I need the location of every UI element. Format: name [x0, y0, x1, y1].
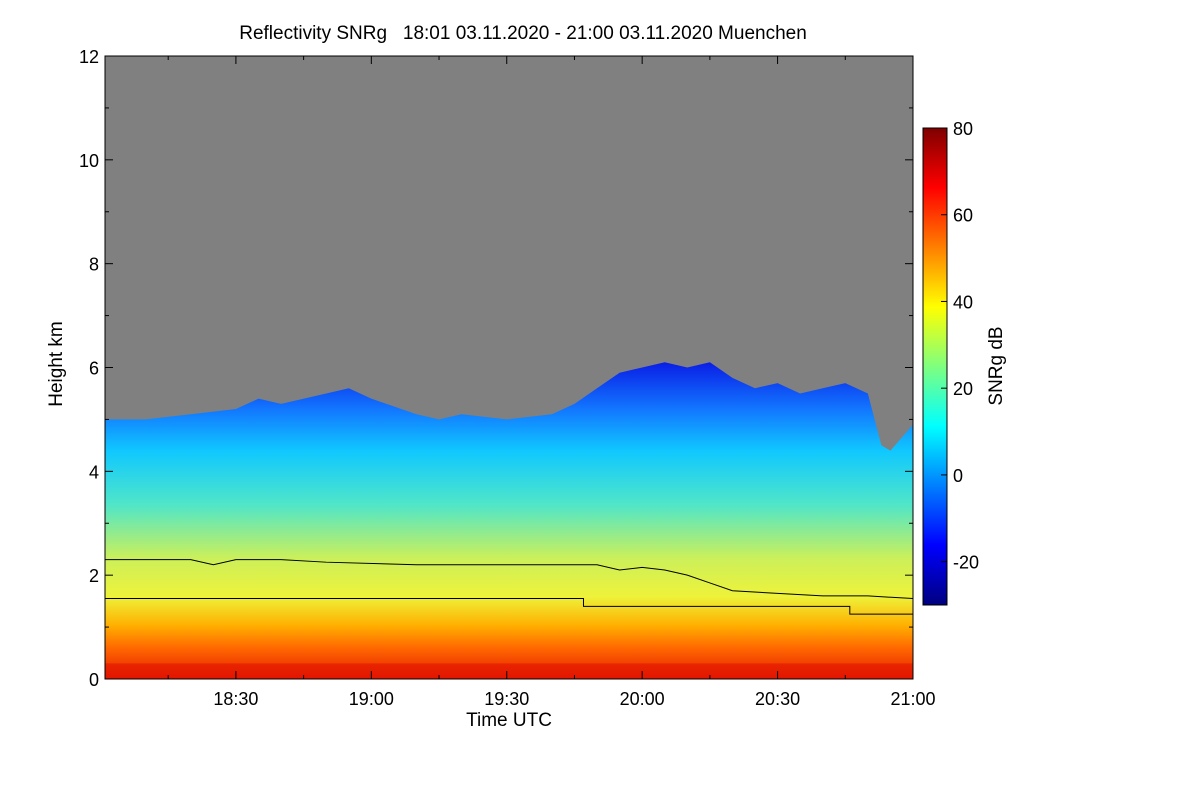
- x-tick-label: 18:30: [213, 689, 258, 709]
- y-axis: 0 2 4 6 8 10 12: [79, 47, 913, 690]
- colorbar-axis: -20 0 20 40 60 80: [941, 119, 979, 573]
- y-axis-label: Height km: [46, 321, 67, 407]
- y-tick-label: 2: [89, 566, 99, 586]
- colorbar: -20 0 20 40 60 80 SNRg dB: [922, 119, 1007, 606]
- x-axis: 18:30 19:00 19:30 20:00 20:30 21:00: [167, 56, 936, 709]
- y-tick-label: 6: [89, 359, 99, 379]
- x-tick-label: 20:00: [620, 689, 665, 709]
- colorbar-tick-label: 40: [953, 292, 973, 312]
- colorbar-tick-label: 20: [953, 379, 973, 399]
- y-tick-label: 10: [79, 151, 99, 171]
- colorbar-tick-label: 60: [953, 206, 973, 226]
- y-tick-label: 4: [89, 462, 99, 482]
- lower-line-series: [105, 598, 913, 615]
- y-tick-label: 8: [89, 255, 99, 275]
- plot-area: [104, 55, 914, 680]
- colorbar-tick-label: 80: [953, 119, 973, 139]
- x-tick-label: 21:00: [890, 689, 935, 709]
- x-axis-label: Time UTC: [466, 710, 552, 731]
- colorbar-label: SNRg dB: [986, 326, 1007, 405]
- x-tick-label: 19:00: [349, 689, 394, 709]
- y-tick-label: 12: [79, 47, 99, 67]
- x-tick-label: 20:30: [755, 689, 800, 709]
- colorbar-tick-label: -20: [953, 553, 979, 573]
- x-tick-label: 19:30: [484, 689, 529, 709]
- colorbar-tick-label: 0: [953, 466, 963, 486]
- reflectivity-echo-area: [105, 362, 913, 679]
- near-surface-strong-echo: [105, 663, 913, 679]
- colorbar-gradient: [922, 127, 948, 606]
- chart-title: Reflectivity SNRg 18:01 03.11.2020 - 21:…: [239, 23, 807, 44]
- y-tick-label: 0: [89, 670, 99, 690]
- upper-line-series: [105, 559, 913, 600]
